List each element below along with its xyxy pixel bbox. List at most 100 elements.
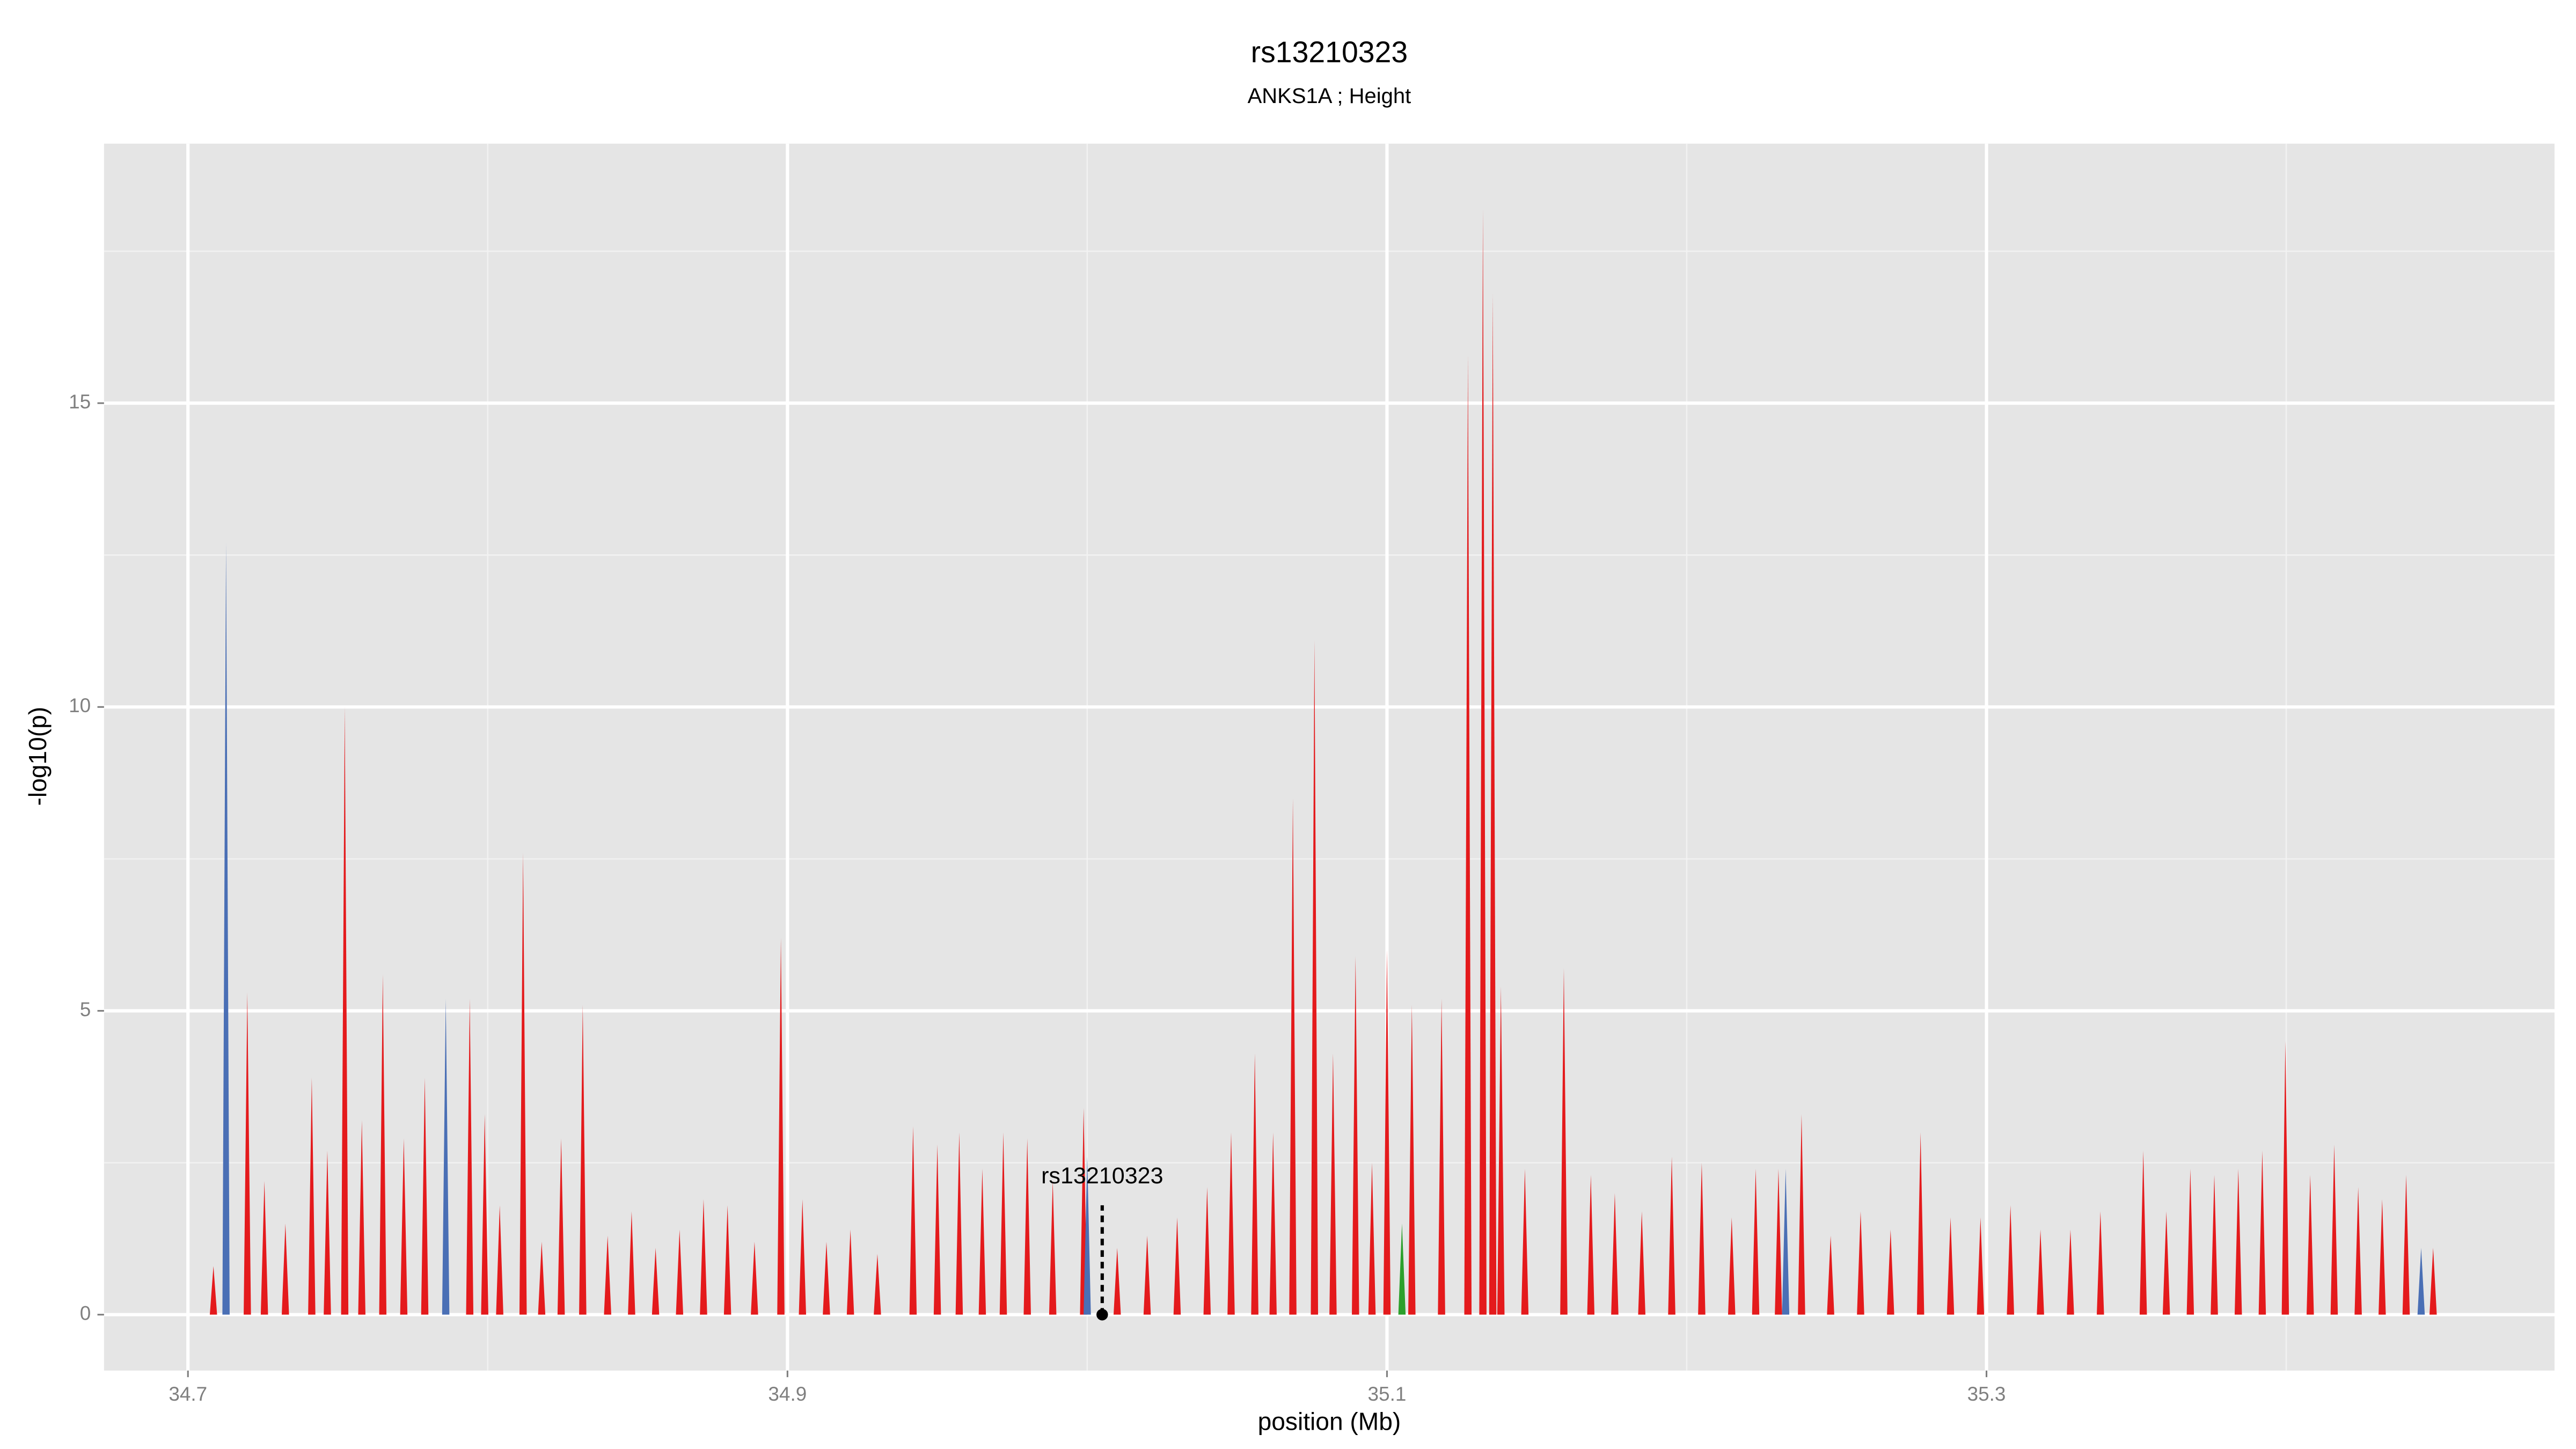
spike (1227, 1132, 1235, 1315)
spike (933, 1144, 941, 1315)
spike (1269, 1132, 1277, 1315)
annotation-point (1096, 1308, 1108, 1321)
x-tick-label: 35.3 (1967, 1383, 2006, 1405)
spike (1352, 956, 1359, 1315)
x-tick-label: 35.1 (1368, 1383, 1407, 1405)
spike (799, 1199, 807, 1315)
spike (1638, 1211, 1645, 1315)
spike (846, 1230, 854, 1315)
y-tick-label: 15 (69, 391, 91, 413)
spike (652, 1248, 660, 1315)
spike (2402, 1175, 2410, 1315)
chart-subtitle: ANKS1A ; Height (1248, 84, 1411, 108)
spike (2139, 1150, 2147, 1315)
x-tick-label: 34.7 (169, 1383, 207, 1405)
spike (2354, 1187, 2362, 1315)
spike (1383, 950, 1391, 1315)
spike (777, 938, 785, 1315)
x-axis-label: position (Mb) (1258, 1407, 1401, 1435)
spike (2097, 1211, 2104, 1315)
spike (1977, 1217, 1985, 1315)
spike (1560, 968, 1568, 1315)
spike (1946, 1217, 1955, 1315)
spike (1497, 986, 1505, 1315)
spike (1464, 354, 1472, 1315)
spike (1311, 640, 1319, 1315)
spike (519, 853, 527, 1315)
spike (978, 1168, 986, 1315)
spike (2007, 1205, 2014, 1315)
spike (421, 1078, 429, 1315)
x-tick-label: 34.9 (768, 1383, 807, 1405)
spike (1113, 1248, 1121, 1315)
plot-panel (104, 143, 2555, 1371)
spike (2379, 1199, 2386, 1315)
spike (1887, 1230, 1894, 1315)
spike (1611, 1193, 1619, 1315)
spike (1173, 1217, 1181, 1315)
spike (1698, 1162, 1706, 1315)
spike (2281, 1041, 2289, 1315)
spike (209, 1266, 217, 1315)
spike (1521, 1168, 1529, 1315)
spike (1479, 208, 1487, 1315)
spike (823, 1241, 830, 1315)
spike (1857, 1211, 1864, 1315)
spike (1728, 1217, 1736, 1315)
spike (1587, 1175, 1595, 1315)
spike (341, 707, 349, 1315)
spike (1368, 1162, 1376, 1315)
spike (260, 1181, 268, 1315)
spike (676, 1230, 684, 1315)
spike (358, 1120, 365, 1315)
spike (700, 1199, 707, 1315)
spike (1752, 1168, 1760, 1315)
spike (628, 1211, 635, 1315)
marks (209, 208, 2437, 1315)
spike (400, 1138, 408, 1315)
spike (2330, 1144, 2338, 1315)
y-tick-label: 5 (80, 998, 91, 1020)
spike (538, 1241, 546, 1315)
spike (2186, 1168, 2194, 1315)
spike (909, 1126, 917, 1315)
spike (379, 974, 387, 1315)
spike (1203, 1187, 1211, 1315)
spike (1143, 1235, 1151, 1315)
spike (874, 1254, 881, 1315)
spike (2162, 1211, 2170, 1315)
spike (2258, 1150, 2266, 1315)
spike (1408, 1005, 1416, 1315)
spike (2307, 1175, 2314, 1315)
chart-title: rs13210323 (1251, 35, 1408, 69)
spike (466, 998, 474, 1315)
spike (1023, 1138, 1031, 1315)
spike (1049, 1181, 1057, 1315)
spike (1289, 798, 1297, 1315)
spike (1798, 1114, 1805, 1315)
spike (222, 543, 230, 1315)
spike (1775, 1168, 1782, 1315)
spike (2417, 1248, 2425, 1315)
y-axis-label: -log10(p) (24, 707, 52, 806)
spike (1329, 1053, 1337, 1315)
spike (604, 1235, 611, 1315)
spike (442, 998, 450, 1315)
spike (2429, 1248, 2437, 1315)
spike (2234, 1168, 2242, 1315)
spike (1084, 1157, 1091, 1315)
spike (1438, 998, 1445, 1315)
spike (751, 1241, 758, 1315)
spike (2037, 1230, 2044, 1315)
spike (1782, 1168, 1790, 1315)
spike (1916, 1132, 1924, 1315)
spike (2067, 1230, 2074, 1315)
spike (723, 1205, 731, 1315)
spike (496, 1205, 503, 1315)
y-tick-label: 0 (80, 1302, 91, 1324)
spike (1251, 1053, 1258, 1315)
spike (2211, 1175, 2218, 1315)
spike (1489, 294, 1497, 1315)
